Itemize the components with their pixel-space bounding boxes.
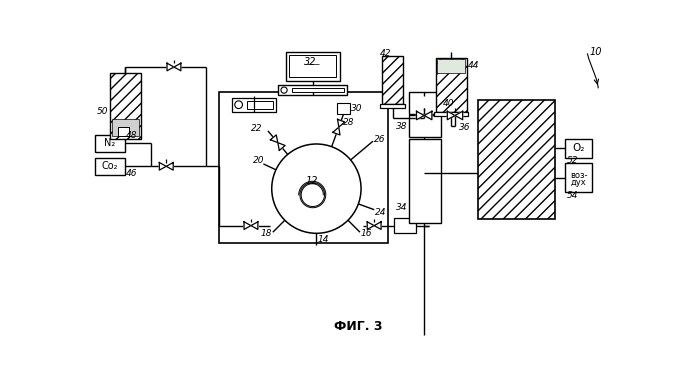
Bar	[95, 158, 125, 175]
Circle shape	[234, 101, 242, 109]
Polygon shape	[455, 111, 463, 120]
Bar	[288, 55, 337, 77]
Polygon shape	[424, 111, 432, 120]
Text: 38: 38	[395, 122, 407, 131]
Bar	[286, 52, 340, 81]
Bar	[382, 56, 403, 104]
Text: 44: 44	[468, 61, 480, 70]
Bar	[95, 135, 125, 152]
Bar	[380, 104, 405, 108]
Text: дух: дух	[570, 178, 587, 187]
Polygon shape	[374, 222, 381, 229]
Text: 50: 50	[97, 107, 108, 116]
Polygon shape	[167, 63, 174, 71]
Polygon shape	[337, 119, 344, 127]
Polygon shape	[368, 222, 374, 229]
Text: воз-: воз-	[570, 171, 587, 180]
Text: 42: 42	[380, 49, 392, 59]
Text: 36: 36	[459, 122, 470, 132]
Text: Co₂: Co₂	[102, 161, 118, 171]
Bar	[110, 73, 141, 139]
Bar	[435, 58, 466, 112]
Polygon shape	[244, 222, 251, 229]
Text: 20: 20	[253, 156, 264, 165]
Polygon shape	[251, 222, 258, 229]
Circle shape	[281, 87, 287, 93]
Bar	[394, 218, 416, 233]
Text: 14: 14	[318, 235, 330, 244]
Text: 18: 18	[260, 229, 272, 238]
Text: 24: 24	[375, 208, 386, 216]
Bar	[565, 139, 592, 158]
Polygon shape	[332, 127, 340, 135]
Text: 22: 22	[251, 124, 262, 133]
Polygon shape	[447, 111, 455, 120]
Bar	[438, 59, 465, 73]
Text: 30: 30	[351, 104, 363, 113]
Text: 26: 26	[374, 135, 385, 144]
Bar	[292, 88, 344, 92]
Polygon shape	[270, 135, 278, 142]
Text: 54: 54	[567, 191, 578, 200]
Polygon shape	[160, 162, 167, 170]
Circle shape	[272, 144, 361, 233]
Text: N₂: N₂	[104, 138, 116, 148]
Polygon shape	[174, 63, 181, 71]
Text: 46: 46	[125, 169, 137, 178]
Bar	[565, 163, 592, 192]
Bar	[112, 119, 139, 136]
Text: 16: 16	[360, 229, 372, 238]
Text: 40: 40	[442, 99, 454, 108]
Bar	[409, 116, 441, 137]
Bar	[478, 100, 555, 219]
Bar	[218, 92, 388, 243]
Bar	[247, 101, 273, 109]
Text: 34: 34	[395, 203, 407, 213]
Bar	[278, 85, 347, 95]
Text: 32: 32	[304, 57, 316, 67]
Text: 28: 28	[344, 118, 355, 127]
Text: ФИГ. 3: ФИГ. 3	[335, 320, 383, 333]
Text: 12: 12	[305, 176, 318, 186]
Polygon shape	[167, 162, 173, 170]
Text: 52: 52	[567, 156, 578, 166]
Text: 10: 10	[589, 47, 602, 57]
Bar	[118, 127, 129, 136]
Text: 48: 48	[125, 131, 137, 140]
Bar	[434, 112, 468, 116]
Bar	[232, 98, 276, 112]
Bar	[337, 103, 350, 114]
Polygon shape	[278, 142, 285, 151]
Polygon shape	[416, 111, 424, 120]
Bar	[409, 139, 441, 223]
Bar	[409, 92, 441, 114]
Text: O₂: O₂	[573, 143, 584, 153]
